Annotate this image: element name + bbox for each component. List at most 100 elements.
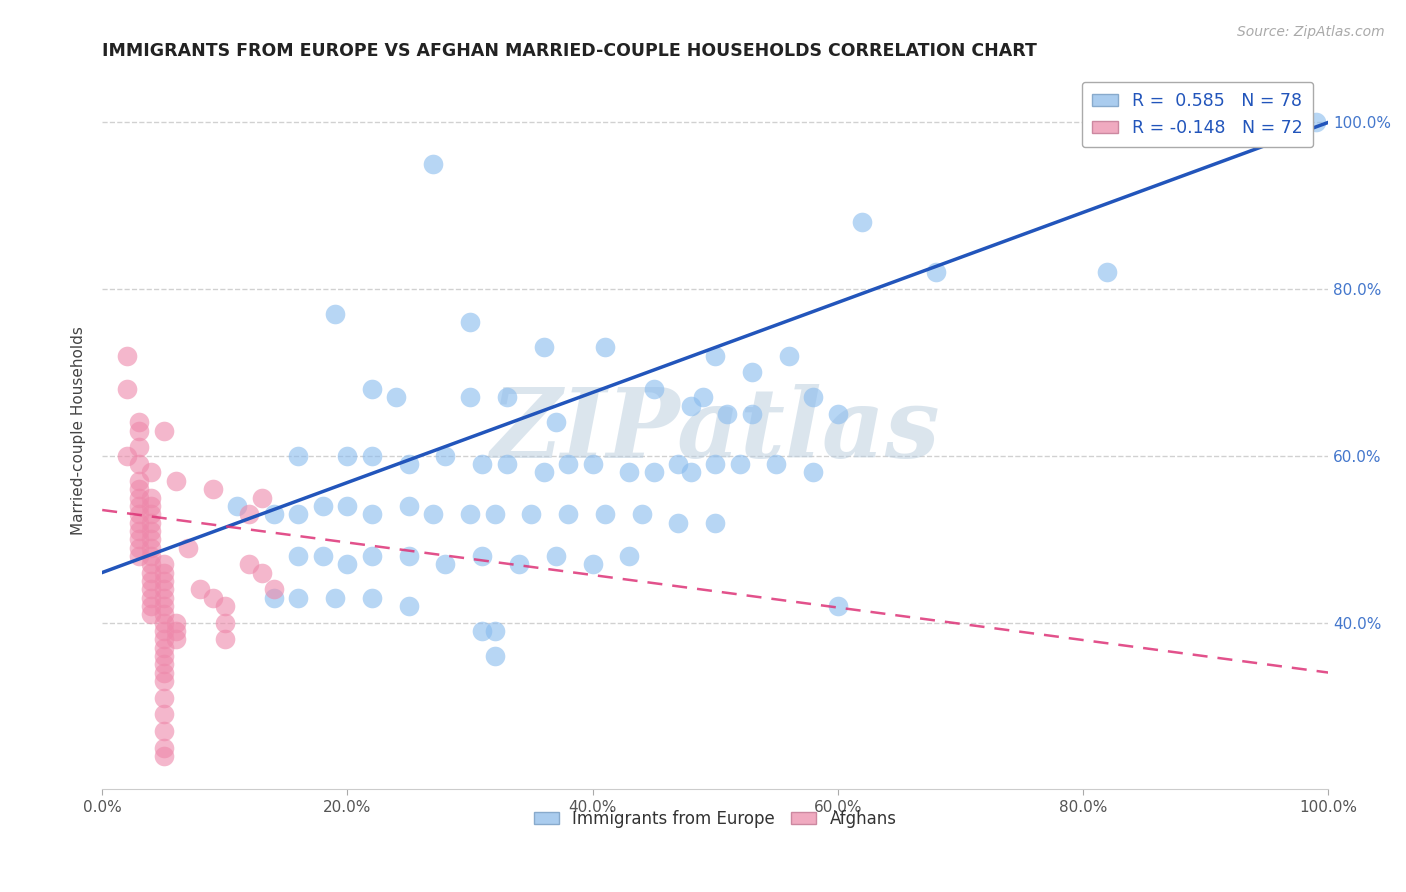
Point [434, 557, 457, 571]
Point [361, 382, 384, 396]
Point [741, 366, 763, 380]
Point [152, 566, 174, 580]
Point [115, 349, 138, 363]
Point [201, 591, 224, 605]
Point [152, 673, 174, 688]
Point [643, 382, 665, 396]
Point [741, 407, 763, 421]
Text: IMMIGRANTS FROM EUROPE VS AFGHAN MARRIED-COUPLE HOUSEHOLDS CORRELATION CHART: IMMIGRANTS FROM EUROPE VS AFGHAN MARRIED… [103, 42, 1038, 60]
Point [801, 466, 824, 480]
Point [152, 723, 174, 738]
Point [679, 399, 702, 413]
Point [619, 549, 641, 563]
Point [692, 391, 714, 405]
Point [484, 507, 506, 521]
Point [128, 549, 150, 563]
Point [827, 407, 849, 421]
Point [141, 541, 163, 555]
Point [141, 532, 163, 546]
Point [152, 665, 174, 680]
Point [165, 615, 187, 630]
Point [287, 591, 309, 605]
Point [398, 599, 420, 613]
Point [128, 441, 150, 455]
Point [128, 424, 150, 438]
Point [619, 466, 641, 480]
Point [238, 507, 260, 521]
Point [152, 657, 174, 672]
Point [668, 457, 690, 471]
Point [484, 648, 506, 663]
Point [361, 449, 384, 463]
Point [128, 524, 150, 538]
Point [152, 690, 174, 705]
Point [141, 566, 163, 580]
Point [263, 582, 285, 597]
Point [361, 549, 384, 563]
Point [226, 499, 249, 513]
Point [716, 407, 738, 421]
Point [593, 341, 616, 355]
Point [544, 416, 567, 430]
Point [323, 591, 346, 605]
Point [250, 491, 273, 505]
Point [630, 507, 652, 521]
Point [801, 391, 824, 405]
Point [165, 632, 187, 647]
Point [152, 607, 174, 622]
Legend: Immigrants from Europe, Afghans: Immigrants from Europe, Afghans [527, 804, 904, 835]
Text: Source: ZipAtlas.com: Source: ZipAtlas.com [1237, 25, 1385, 39]
Point [581, 557, 603, 571]
Point [1305, 115, 1327, 129]
Point [323, 307, 346, 321]
Point [141, 491, 163, 505]
Point [422, 507, 444, 521]
Point [141, 607, 163, 622]
Point [152, 707, 174, 722]
Point [398, 549, 420, 563]
Point [679, 466, 702, 480]
Point [361, 507, 384, 521]
Point [115, 382, 138, 396]
Point [141, 574, 163, 588]
Point [851, 215, 873, 229]
Point [287, 507, 309, 521]
Point [581, 457, 603, 471]
Point [827, 599, 849, 613]
Point [152, 599, 174, 613]
Point [778, 349, 800, 363]
Point [152, 640, 174, 655]
Point [336, 449, 359, 463]
Point [128, 516, 150, 530]
Point [925, 265, 948, 279]
Point [533, 341, 555, 355]
Point [557, 507, 579, 521]
Point [152, 624, 174, 638]
Point [177, 541, 200, 555]
Point [128, 416, 150, 430]
Point [1097, 265, 1119, 279]
Point [141, 524, 163, 538]
Point [495, 391, 517, 405]
Point [152, 615, 174, 630]
Point [141, 582, 163, 597]
Point [165, 624, 187, 638]
Point [152, 582, 174, 597]
Point [128, 532, 150, 546]
Point [557, 457, 579, 471]
Point [668, 516, 690, 530]
Point [141, 466, 163, 480]
Point [263, 507, 285, 521]
Point [214, 615, 236, 630]
Point [704, 457, 727, 471]
Point [152, 557, 174, 571]
Point [458, 507, 481, 521]
Point [250, 566, 273, 580]
Point [128, 457, 150, 471]
Y-axis label: Married-couple Households: Married-couple Households [72, 326, 86, 535]
Point [312, 499, 335, 513]
Point [152, 648, 174, 663]
Point [141, 557, 163, 571]
Point [508, 557, 530, 571]
Point [544, 549, 567, 563]
